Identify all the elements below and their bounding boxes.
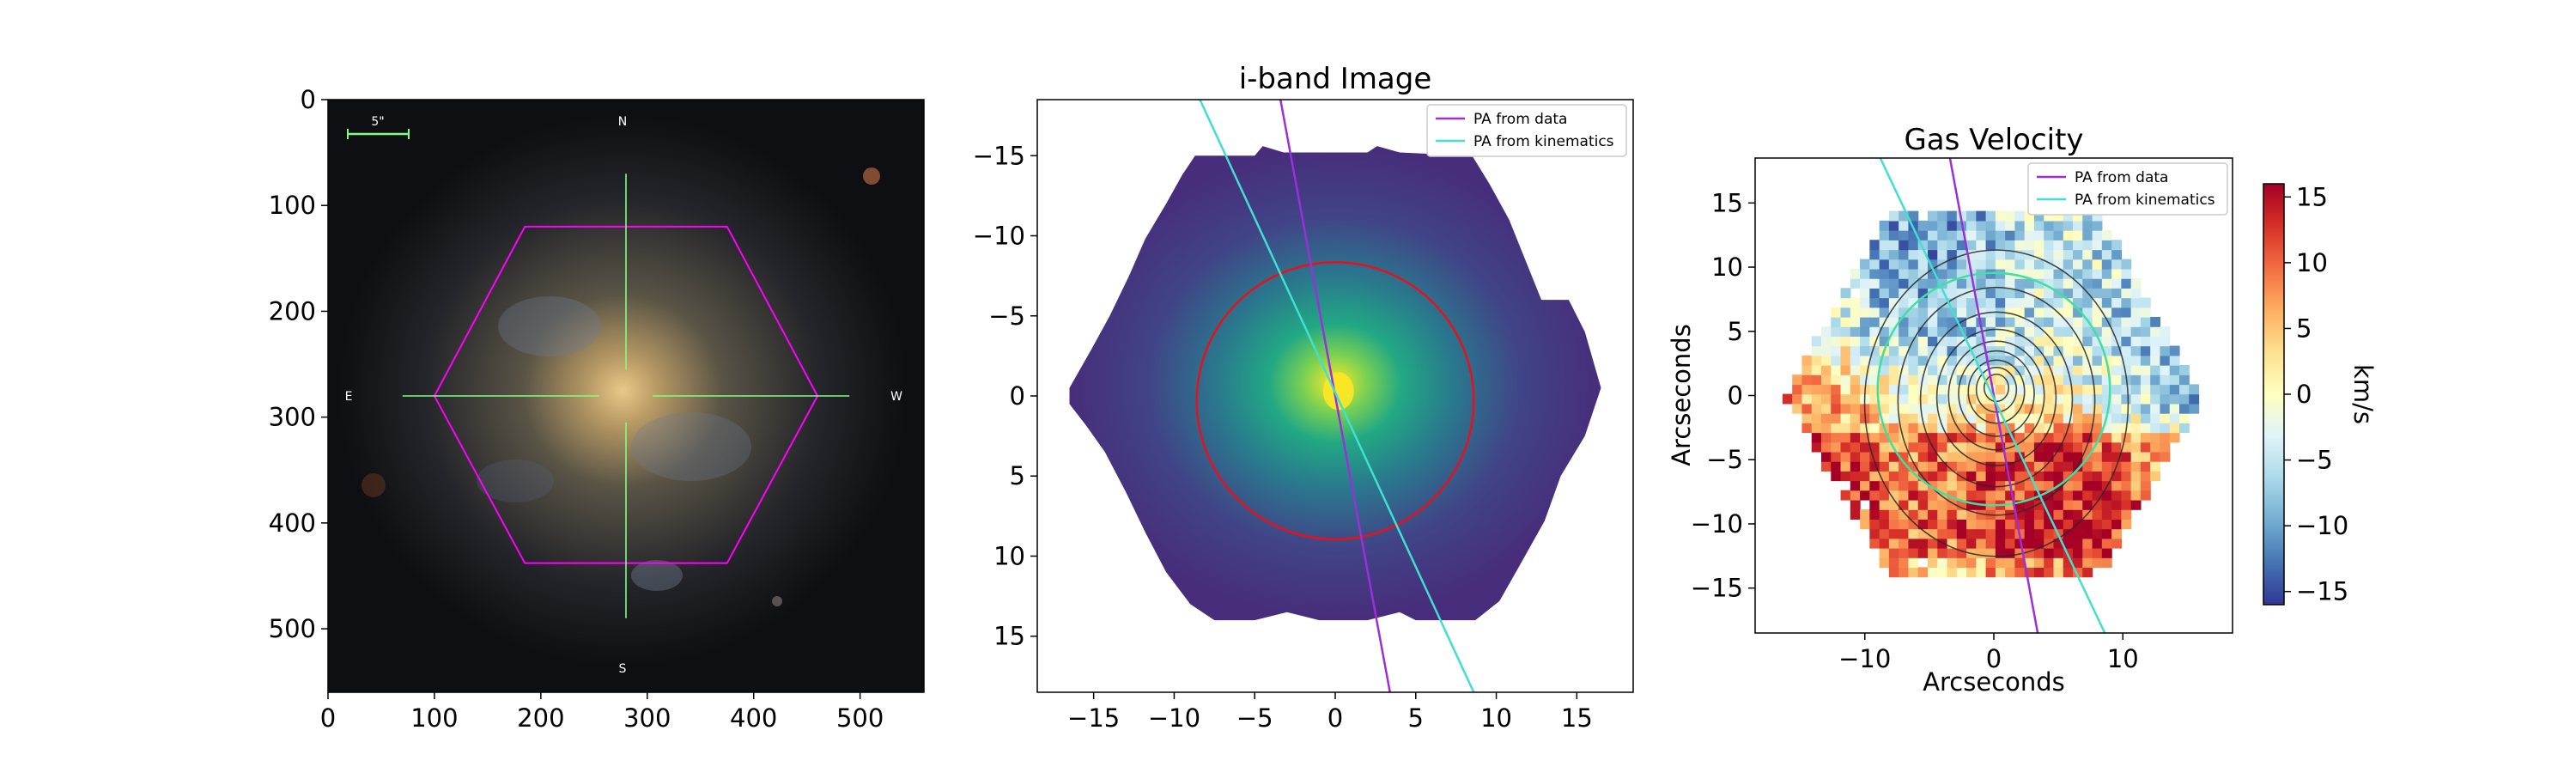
y-tick-label: 10 — [993, 541, 1025, 570]
colorbar-tick-label: −5 — [2296, 446, 2333, 475]
scale-bar: 5" — [347, 115, 410, 139]
legend-label-pa-kinematics: PA from kinematics — [2075, 192, 2215, 209]
velocity-legend: PA from data PA from kinematics — [2027, 162, 2228, 216]
x-tick-label: 0 — [1986, 644, 2002, 673]
velocity-map — [1782, 210, 2200, 578]
iband-panel: −15 −10 −5 0 5 10 15 −15 −10 −5 0 5 10 15 i-band Imag… — [973, 62, 1634, 733]
y-tick-label: 0 — [1728, 381, 1743, 411]
panel3-frame — [1754, 157, 2233, 634]
panel1-axes: 0 100 200 300 400 500 0 100 200 300 400 500 — [269, 85, 884, 733]
y-tick-label: −10 — [1691, 509, 1743, 539]
y-tick-label: 0 — [1010, 381, 1025, 411]
pa-from-kinematics-line — [1199, 100, 1475, 692]
x-tick-label: 0 — [1327, 703, 1343, 733]
contour — [1863, 249, 2129, 557]
pa-from-data-line — [1279, 100, 1392, 692]
x-tick-label: 200 — [517, 703, 564, 733]
x-tick-label: 15 — [1561, 703, 1593, 733]
pa-from-data-line — [1948, 158, 2039, 633]
colorbar-tick-label: −15 — [2296, 577, 2348, 606]
x-tick-label: 10 — [2107, 644, 2139, 673]
iband-legend: PA from data PA from kinematics — [1426, 104, 1627, 157]
compass-west: W — [890, 390, 902, 404]
y-tick-label: 100 — [269, 191, 316, 220]
contour — [1967, 359, 2026, 424]
velocity-colorbar: 15 10 5 0 −5 −10 −15 km/s — [2263, 182, 2378, 606]
x-tick-label: 10 — [1480, 703, 1512, 733]
legend-label-pa-data: PA from data — [1473, 111, 1567, 128]
velocity-ylabel: Arcseconds — [1667, 324, 1696, 466]
y-tick-label: 400 — [269, 508, 316, 538]
colorbar-tick-label: 5 — [2296, 313, 2312, 343]
y-tick-label: −10 — [973, 222, 1025, 251]
colorbar-tick-label: 0 — [2296, 380, 2312, 409]
galaxy-image — [339, 116, 906, 666]
x-tick-label: 500 — [836, 703, 884, 733]
x-tick-label: 0 — [320, 703, 336, 733]
contour — [1897, 286, 2096, 516]
panel2-frame — [1036, 99, 1634, 693]
y-tick-label: 300 — [269, 403, 316, 432]
y-tick-label: 500 — [269, 614, 316, 643]
y-tick-label: 5 — [1728, 317, 1743, 346]
iband-title: i-band Image — [1239, 62, 1432, 96]
y-tick-label: 5 — [1010, 461, 1025, 490]
x-tick-label: −5 — [1236, 703, 1273, 733]
colorbar-tick-label: 10 — [2296, 248, 2328, 277]
x-tick-label: −10 — [1838, 644, 1891, 673]
y-tick-label: −15 — [1691, 574, 1743, 603]
compass-south: S — [619, 662, 627, 676]
y-tick-label: −15 — [973, 141, 1025, 170]
compass-north: N — [618, 115, 627, 129]
galaxy-overlay — [402, 173, 850, 618]
colorbar-tick-label: 15 — [2296, 182, 2328, 211]
x-tick-label: −10 — [1148, 703, 1200, 733]
y-tick-label: 15 — [993, 622, 1025, 651]
velocity-contours — [1863, 249, 2129, 557]
panel2-axes: −15 −10 −5 0 5 10 15 −15 −10 −5 0 5 10 15 — [973, 141, 1593, 733]
gas-velocity-panel: −10 0 10 15 10 5 0 −5 −10 −15 Gas Velocity Arcsec… — [1667, 123, 2378, 697]
galaxy-image-panel: 5" N S E W 0 100 200 300 400 500 0 100 200 300 400… — [269, 85, 925, 733]
y-tick-label: −5 — [1706, 445, 1743, 474]
x-tick-label: 5 — [1408, 703, 1424, 733]
pa-from-kinematics-line — [1879, 158, 2106, 633]
legend-label-pa-kinematics: PA from kinematics — [1473, 133, 1614, 150]
colorbar-tick-label: −10 — [2296, 511, 2348, 540]
y-tick-label: 200 — [269, 296, 316, 326]
colorbar-gradient — [2263, 183, 2285, 606]
colorbar-ticks: 15 10 5 0 −5 −10 −15 — [2284, 182, 2348, 606]
contour — [1947, 340, 2045, 451]
compass-east: E — [345, 390, 353, 404]
velocity-circle — [1876, 271, 2111, 507]
x-tick-label: −15 — [1067, 703, 1120, 733]
y-tick-label: −5 — [988, 301, 1025, 331]
y-tick-label: 0 — [301, 85, 316, 114]
contour — [1935, 328, 2057, 466]
colorbar-label: km/s — [2348, 364, 2378, 424]
legend-label-pa-data: PA from data — [2075, 169, 2168, 186]
iband-circle — [1195, 261, 1475, 541]
panel3-axes: −10 0 10 15 10 5 0 −5 −10 −15 — [1691, 188, 2139, 673]
panel1-frame — [327, 99, 925, 693]
x-tick-label: 400 — [730, 703, 777, 733]
y-tick-label: 10 — [1711, 253, 1743, 282]
contour — [1919, 311, 2074, 488]
x-tick-label: 300 — [623, 703, 671, 733]
scale-bar-label: 5" — [371, 115, 384, 129]
x-tick-label: 100 — [410, 703, 458, 733]
y-tick-label: 15 — [1711, 188, 1743, 217]
velocity-xlabel: Arcseconds — [1923, 667, 2065, 697]
contour — [1958, 350, 2035, 437]
velocity-title: Gas Velocity — [1904, 123, 2083, 157]
